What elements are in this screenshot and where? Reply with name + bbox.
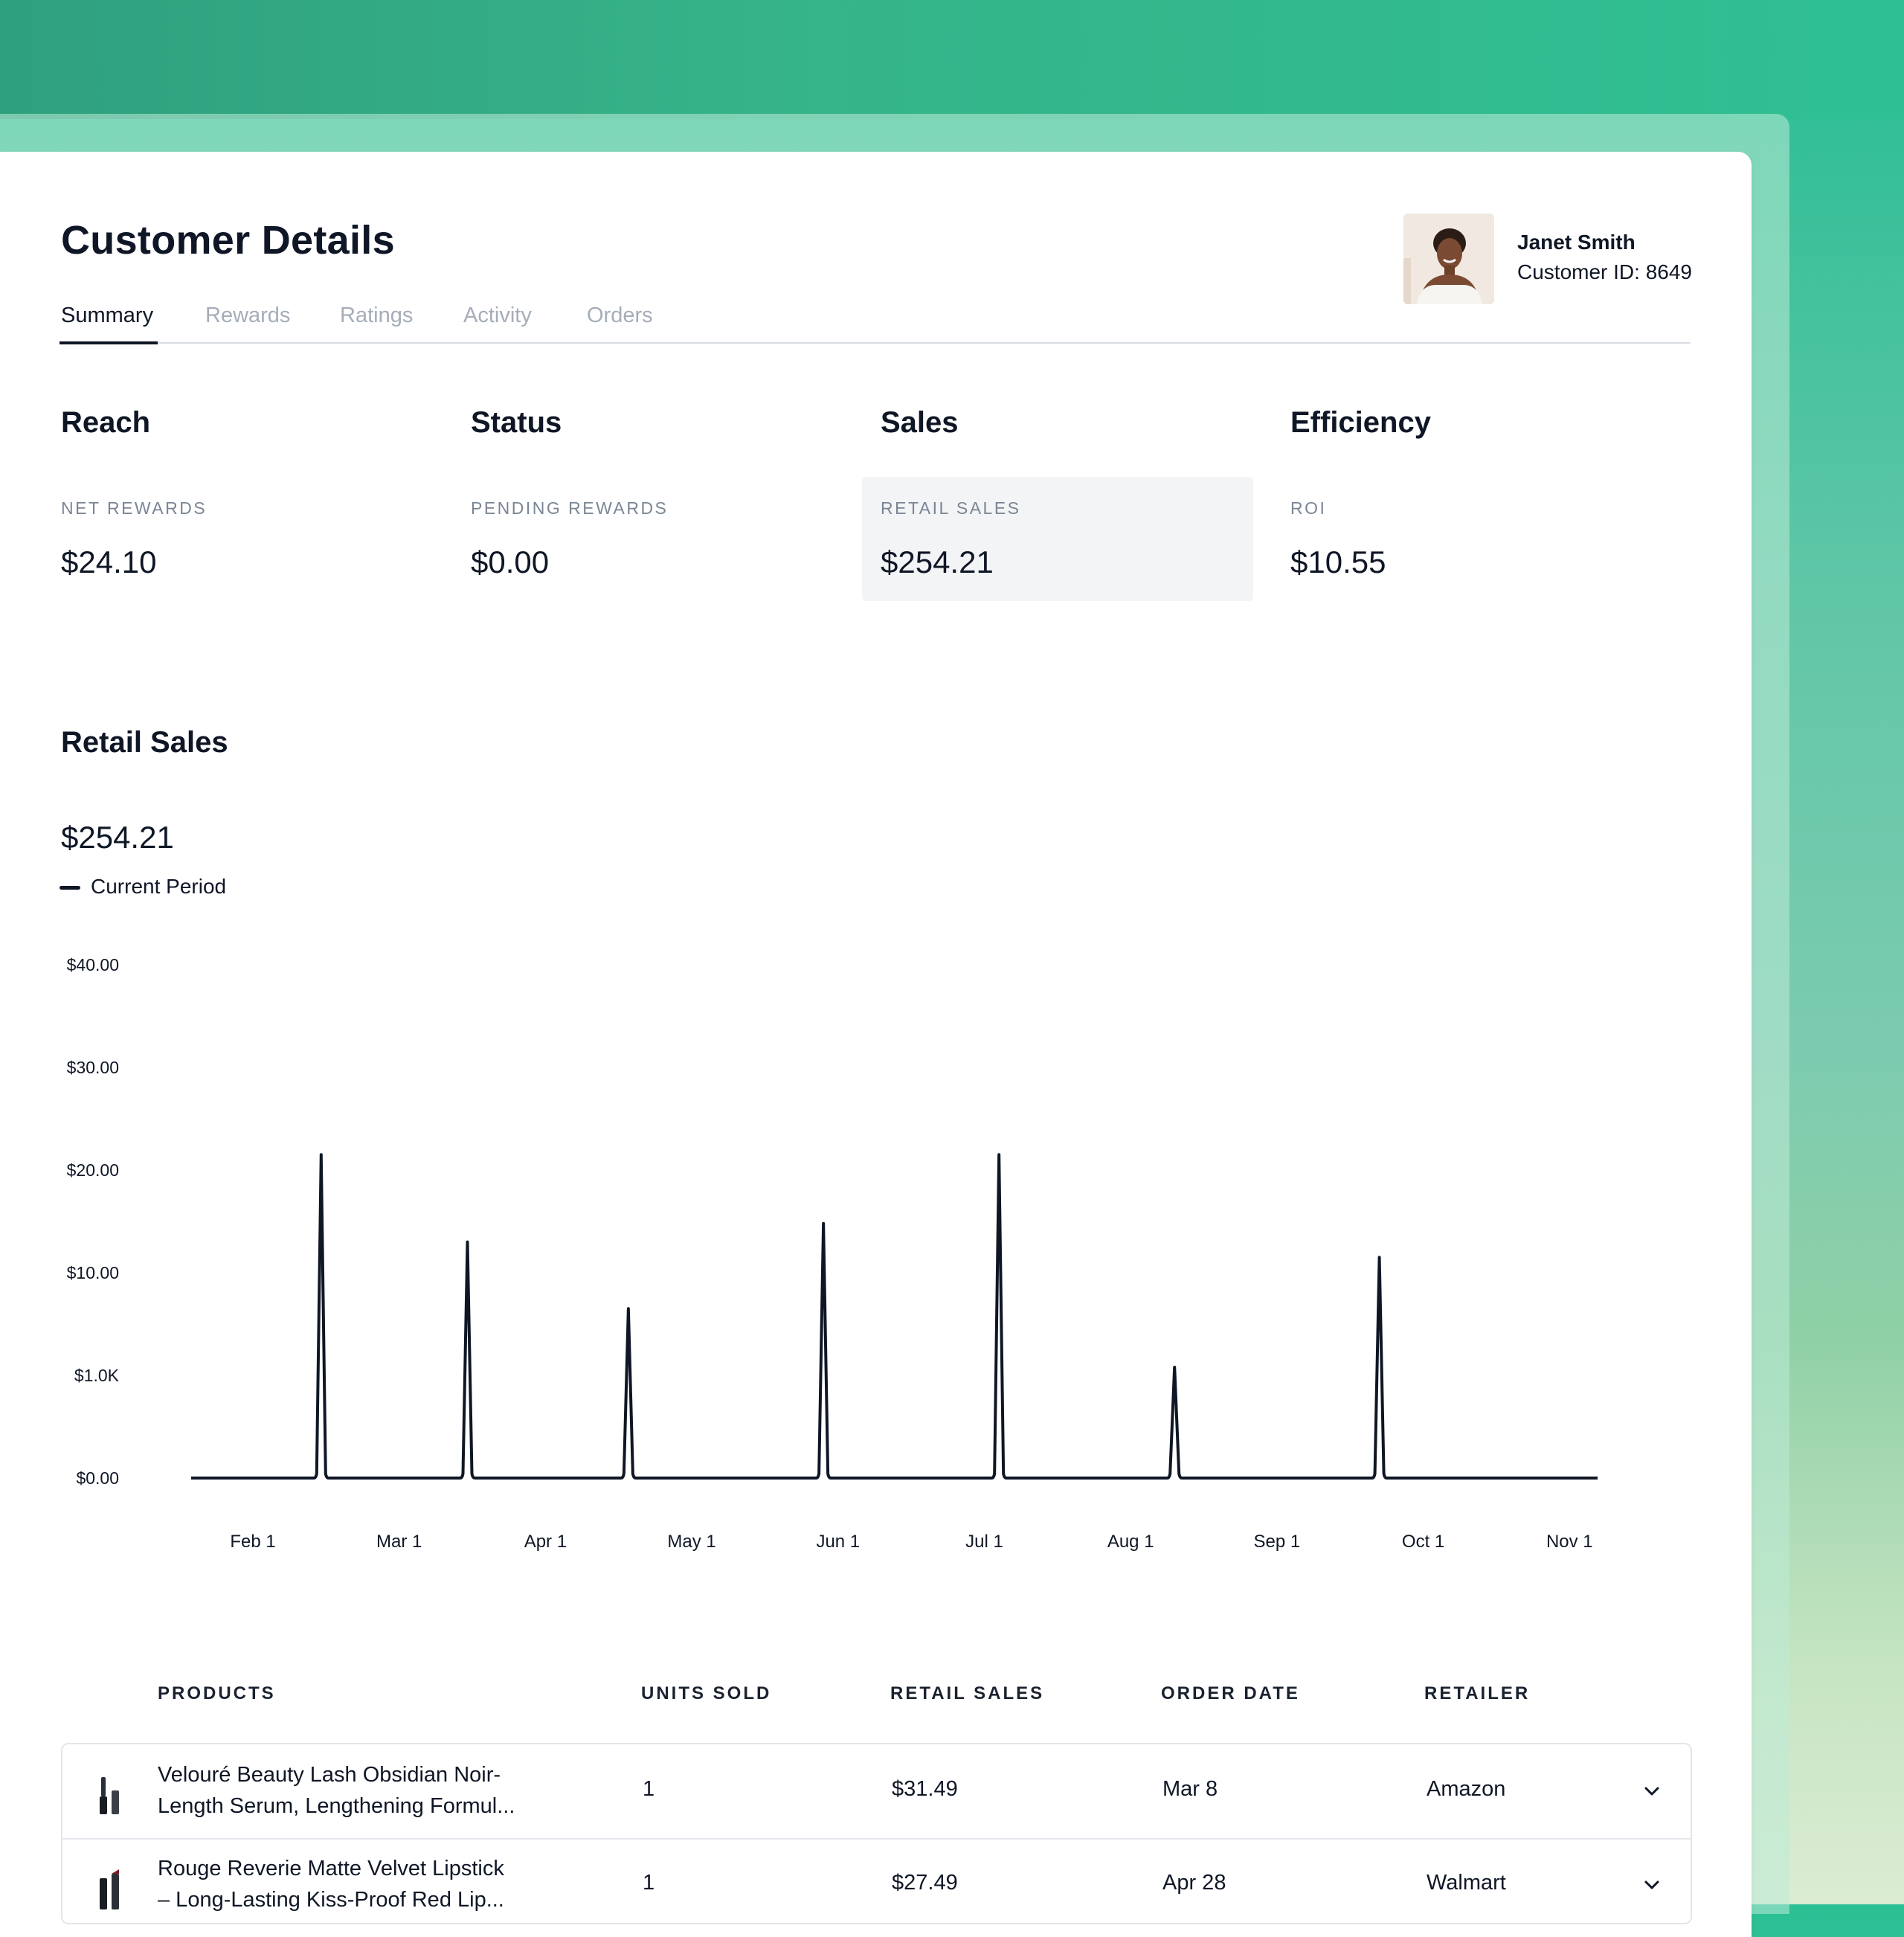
x-tick-label: May 1 — [667, 1532, 715, 1552]
y-tick-label: $1.0K — [74, 1366, 120, 1385]
metric-label-roi: ROI — [1290, 498, 1327, 518]
background-top — [0, 0, 1904, 119]
x-tick-label: Feb 1 — [230, 1532, 275, 1552]
metric-title-status: Status — [471, 406, 562, 439]
x-tick-label: Jul 1 — [965, 1532, 1003, 1552]
tab-rewards[interactable]: Rewards — [205, 303, 291, 327]
product-name: Rouge Reverie Matte Velvet Lipstick – Lo… — [158, 1853, 544, 1915]
order-date: Mar 8 — [1162, 1777, 1218, 1801]
col-header-products: PRODUCTS — [158, 1683, 276, 1703]
y-tick-label: $10.00 — [67, 1263, 119, 1282]
retailer: Walmart — [1427, 1871, 1506, 1895]
tab-ratings[interactable]: Ratings — [340, 303, 414, 327]
y-tick-label: $20.00 — [67, 1160, 119, 1180]
x-tick-label: Sep 1 — [1254, 1532, 1301, 1552]
metric-label-net-rewards: NET REWARDS — [61, 498, 208, 518]
x-tick-label: Aug 1 — [1107, 1532, 1154, 1552]
product-name-line2: – Long-Lasting Kiss-Proof Red Lip... — [158, 1888, 504, 1912]
avatar[interactable] — [1403, 213, 1494, 304]
product-name-line2: Length Serum, Lengthening Formul... — [158, 1794, 515, 1818]
legend-label: Current Period — [91, 875, 227, 898]
metric-value-pending-rewards: $0.00 — [471, 545, 550, 579]
retailer: Amazon — [1427, 1777, 1506, 1801]
person-photo-icon — [1403, 213, 1494, 304]
metric-value-retail-sales: $254.21 — [881, 545, 994, 579]
x-tick-label: Mar 1 — [376, 1532, 422, 1552]
lipstick-icon — [100, 1869, 119, 1909]
col-header-retailer: RETAILER — [1424, 1683, 1531, 1703]
x-tick-label: Apr 1 — [524, 1532, 567, 1552]
product-name-line1: Velouré Beauty Lash Obsidian Noir- — [158, 1763, 501, 1787]
chevron-down-icon[interactable] — [1641, 1874, 1663, 1896]
order-date: Apr 28 — [1162, 1871, 1226, 1895]
legend-swatch — [60, 886, 80, 890]
tab-activity[interactable]: Activity — [463, 303, 532, 327]
metric-value-roi: $10.55 — [1290, 545, 1386, 579]
tab-orders[interactable]: Orders — [587, 303, 653, 327]
metric-title-reach: Reach — [61, 406, 151, 439]
tab-summary[interactable]: Summary — [61, 303, 154, 327]
page-title: Customer Details — [61, 218, 395, 263]
tab-bar: Summary Rewards Ratings Activity Orders — [60, 298, 1691, 344]
customer-id: Customer ID: 8649 — [1517, 260, 1692, 283]
col-header-retail-sales: RETAIL SALES — [890, 1683, 1045, 1703]
units-sold: 1 — [643, 1777, 655, 1801]
metric-label-pending-rewards: PENDING REWARDS — [471, 498, 669, 518]
active-tab-indicator — [60, 341, 158, 344]
retail-sales-value: $27.49 — [892, 1871, 958, 1895]
chart-legend: Current Period — [60, 875, 226, 899]
y-tick-label: $40.00 — [67, 955, 119, 974]
x-tick-label: Oct 1 — [1402, 1532, 1444, 1552]
col-header-units-sold: UNITS SOLD — [641, 1683, 772, 1703]
y-tick-label: $30.00 — [67, 1058, 119, 1077]
table-row[interactable]: Velouré Beauty Lash Obsidian Noir- Lengt… — [62, 1744, 1691, 1840]
mascara-icon — [100, 1777, 119, 1814]
metric-title-sales: Sales — [881, 406, 959, 439]
user-name: Janet Smith — [1517, 231, 1636, 254]
retail-sales-total: $254.21 — [61, 820, 174, 855]
metric-highlight — [862, 477, 1253, 601]
retail-sales-title: Retail Sales — [61, 726, 228, 759]
y-tick-label: $0.00 — [76, 1468, 119, 1488]
x-tick-label: Jun 1 — [816, 1532, 860, 1552]
product-name-line1: Rouge Reverie Matte Velvet Lipstick — [158, 1857, 504, 1880]
main-card — [0, 152, 1752, 1937]
metric-title-efficiency: Efficiency — [1290, 406, 1431, 439]
retail-sales-chart: $40.00 $30.00 $20.00 $10.00 $1.0K $0.00 Feb 1 M… — [67, 955, 1598, 1552]
metric-value-net-rewards: $24.10 — [61, 545, 157, 579]
retail-sales-value: $31.49 — [892, 1777, 958, 1801]
metric-label-retail-sales: RETAIL SALES — [881, 498, 1021, 518]
product-name: Velouré Beauty Lash Obsidian Noir- Lengt… — [158, 1759, 544, 1822]
units-sold: 1 — [643, 1871, 655, 1895]
series-line-current-period — [191, 1153, 1598, 1480]
col-header-order-date: ORDER DATE — [1161, 1683, 1300, 1703]
products-table: Velouré Beauty Lash Obsidian Noir- Lengt… — [61, 1743, 1692, 1924]
chevron-down-icon[interactable] — [1641, 1780, 1663, 1802]
x-tick-label: Nov 1 — [1546, 1532, 1593, 1552]
table-row[interactable]: Rouge Reverie Matte Velvet Lipstick – Lo… — [62, 1838, 1691, 1923]
